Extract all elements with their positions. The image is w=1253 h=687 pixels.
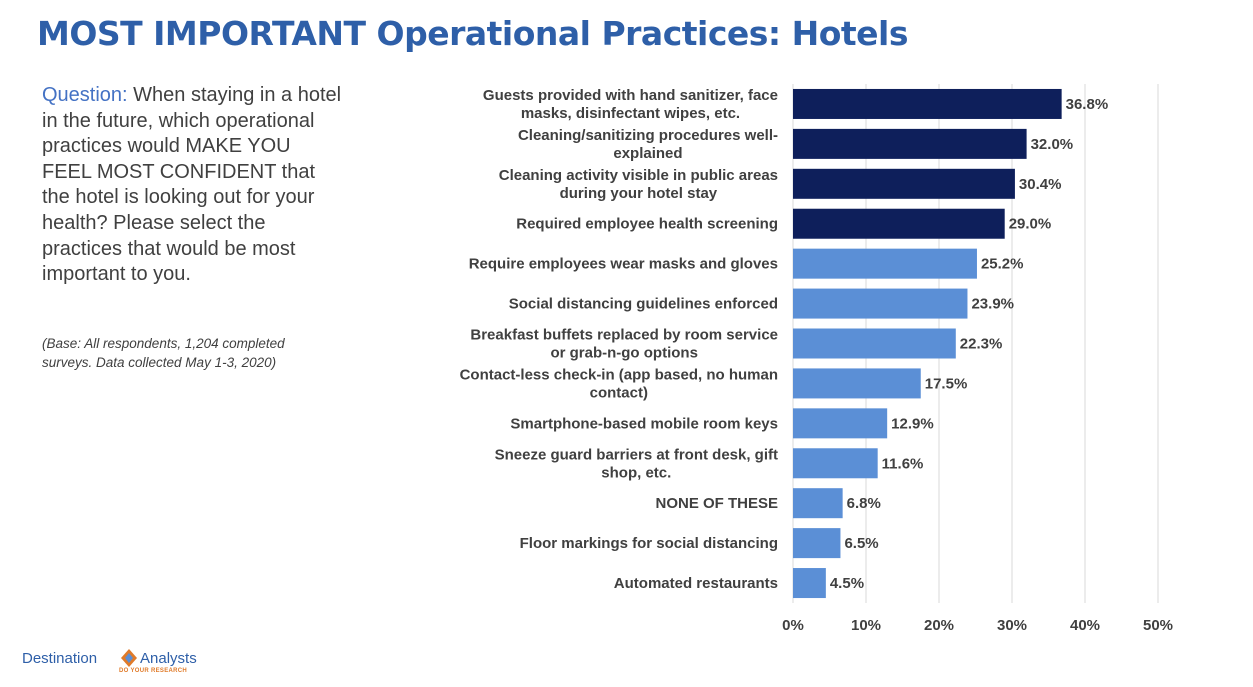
bar	[793, 208, 1005, 239]
data-label: 36.8%	[1066, 96, 1109, 113]
data-label: 29.0%	[1009, 216, 1052, 233]
x-tick-label: 10%	[851, 617, 881, 634]
category-label: Guests provided with hand sanitizer, fac…	[483, 87, 778, 122]
x-tick-label: 30%	[997, 617, 1027, 634]
x-tick-label: 0%	[782, 617, 804, 634]
logo-tagline: DO YOUR RESEARCH	[119, 668, 188, 674]
bar	[793, 568, 826, 599]
category-label: Sneeze guard barriers at front desk, gif…	[495, 446, 778, 481]
category-label: Smartphone-based mobile room keys	[510, 415, 778, 432]
question-text-block: Question: When staying in a hotel in the…	[42, 83, 342, 288]
page-title: MOST IMPORTANT Operational Practices: Ho…	[37, 14, 909, 53]
data-label: 30.4%	[1019, 176, 1062, 193]
bar	[793, 88, 1062, 119]
data-label: 23.9%	[971, 296, 1014, 313]
category-label: Contact-less check-in (app based, no hum…	[460, 366, 778, 401]
category-label: Floor markings for social distancing	[520, 535, 778, 552]
x-tick-label: 20%	[924, 617, 954, 634]
logo-text-left: Destination	[22, 650, 98, 667]
data-label: 6.5%	[844, 535, 878, 552]
bar	[793, 488, 843, 519]
logo-text-right: Analysts	[140, 650, 197, 667]
category-label: NONE OF THESE	[655, 495, 778, 512]
data-label: 4.5%	[830, 575, 864, 592]
data-label: 17.5%	[925, 375, 968, 392]
destination-analysts-logo: Destination Analysts DO YOUR RESEARCH	[22, 648, 202, 676]
bar	[793, 368, 921, 399]
base-note: (Base: All respondents, 1,204 completed …	[42, 336, 285, 370]
question-label: Question:	[42, 84, 128, 106]
x-tick-label: 50%	[1143, 617, 1173, 634]
data-label: 11.6%	[882, 455, 924, 472]
diamond-logo-icon	[121, 649, 137, 667]
data-label: 6.8%	[847, 495, 881, 512]
category-label: Social distancing guidelines enforced	[509, 296, 778, 313]
bar	[793, 128, 1027, 159]
bar	[793, 328, 956, 359]
bar	[793, 288, 968, 319]
bar	[793, 408, 888, 439]
data-label: 32.0%	[1031, 136, 1074, 153]
data-label: 22.3%	[960, 336, 1003, 353]
category-label: Required employee health screening	[516, 216, 778, 233]
category-label: Automated restaurants	[614, 575, 778, 592]
bar	[793, 168, 1015, 199]
data-label: 12.9%	[891, 415, 934, 432]
bar	[793, 248, 977, 279]
category-label: Cleaning activity visible in public area…	[499, 167, 778, 202]
category-label: Require employees wear masks and gloves	[469, 256, 778, 273]
bar	[793, 448, 878, 479]
category-label: Cleaning/sanitizing procedures well-expl…	[518, 127, 778, 162]
category-label: Breakfast buffets replaced by room servi…	[470, 327, 778, 362]
question-body: When staying in a hotel in the future, w…	[42, 84, 342, 286]
data-label: 25.2%	[981, 256, 1024, 273]
bar	[793, 528, 841, 559]
x-tick-label: 40%	[1070, 617, 1100, 634]
